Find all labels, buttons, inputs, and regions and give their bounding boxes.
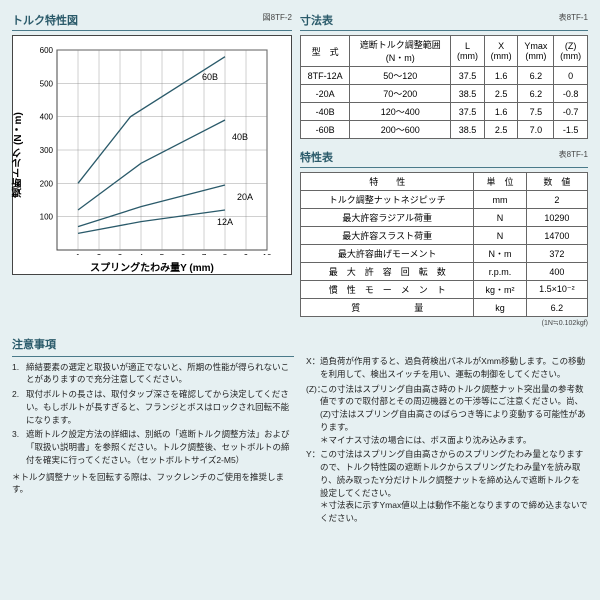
table-header: 特 性	[301, 173, 474, 191]
table-row: 最大許容ラジアル荷重N10290	[301, 209, 588, 227]
note-item: X：過負荷が作用すると、過負荷検出パネルがXmm移動します。この移動を利用して、…	[306, 355, 588, 381]
table-row: -60B200～60038.52.57.0-1.5	[301, 121, 588, 139]
spec-ref: 表8TF-1	[559, 149, 588, 165]
table-header: L(mm)	[451, 36, 485, 67]
table-row: -20A70～20038.52.56.2-0.8	[301, 85, 588, 103]
svg-text:7: 7	[202, 253, 207, 255]
table-row: 最 大 許 容 回 転 数r.p.m.400	[301, 263, 588, 281]
table-row: 質 量kg6.2	[301, 299, 588, 317]
table-row: 最大許容曲げモーメントN・m372	[301, 245, 588, 263]
spec-section: 特性表 表8TF-1 特 性単 位数 値トルク調整ナットネジピッチmm2最大許容…	[300, 149, 588, 327]
table-header: X(mm)	[484, 36, 518, 67]
table-header: (Z)(mm)	[554, 36, 588, 67]
y-axis-label: 遮断トルク (N・m)	[11, 112, 26, 198]
torque-chart: 遮断トルク (N・m) 1 2 3 4 5 6 7 8 9 10 100 200 300 400 500 60…	[12, 35, 292, 275]
chart-ref: 図8TF-2	[263, 12, 292, 28]
svg-text:10: 10	[263, 253, 272, 255]
notes-section: 注意事項 1.締結要素の選定と取扱いが適正でないと、所期の性能が得られないことが…	[12, 337, 588, 527]
chart-header: トルク特性図 図8TF-2	[12, 12, 292, 31]
note-item: (Z)：この寸法はスプリング自由高さ時のトルク調整ナット突出量の参考数値ですので…	[306, 383, 588, 447]
spec-table: 特 性単 位数 値トルク調整ナットネジピッチmm2最大許容ラジアル荷重N1029…	[300, 172, 588, 317]
svg-text:3: 3	[118, 253, 123, 255]
spec-footnote: (1N≒0.102kgf)	[300, 319, 588, 327]
dim-ref: 表8TF-1	[559, 12, 588, 28]
chart-title: トルク特性図	[12, 12, 78, 28]
table-row: 8TF-12A50～12037.51.66.20	[301, 67, 588, 85]
svg-text:5: 5	[160, 253, 165, 255]
svg-text:500: 500	[40, 79, 54, 88]
chart-section: トルク特性図 図8TF-2 遮断トルク (N・m) 1 2 3 4 5 6 7 8 9 10 100…	[12, 12, 292, 327]
svg-text:2: 2	[97, 253, 102, 255]
svg-text:200: 200	[40, 179, 54, 188]
svg-text:6: 6	[181, 253, 186, 255]
svg-text:8: 8	[223, 253, 228, 255]
svg-text:600: 600	[40, 46, 54, 55]
svg-text:4: 4	[139, 253, 144, 255]
table-header: 単 位	[474, 173, 526, 191]
note-item: Y：この寸法はスプリング自由高さからのスプリングたわみ量となりますので、トルク特…	[306, 448, 588, 525]
svg-text:9: 9	[244, 253, 249, 255]
table-header: 型 式	[301, 36, 350, 67]
table-row: トルク調整ナットネジピッチmm2	[301, 191, 588, 209]
spec-title: 特性表	[300, 149, 333, 165]
note-item: 3.遮断トルク設定方法の詳細は、別紙の「遮断トルク調整方法」および「取扱い説明書…	[12, 428, 294, 466]
table-row: 慣 性 モ ー メ ン トkg・m²1.5×10⁻²	[301, 281, 588, 299]
svg-text:300: 300	[40, 146, 54, 155]
dimension-table: 型 式遮断トルク調整範囲(N・m)L(mm)X(mm)Ymax(mm)(Z)(m…	[300, 35, 588, 139]
chart-svg: 1 2 3 4 5 6 7 8 9 10 100 200 300 400 500 600 60B 40B 20A 12…	[17, 40, 277, 255]
dim-title: 寸法表	[300, 12, 333, 28]
x-axis-label: スプリングたわみ量Y (mm)	[17, 259, 287, 274]
svg-text:40B: 40B	[232, 132, 248, 142]
svg-text:100: 100	[40, 213, 54, 222]
table-header: 遮断トルク調整範囲(N・m)	[350, 36, 451, 67]
dim-section: 寸法表 表8TF-1 型 式遮断トルク調整範囲(N・m)L(mm)X(mm)Ym…	[300, 12, 588, 139]
svg-text:20A: 20A	[237, 192, 253, 202]
svg-text:60B: 60B	[202, 72, 218, 82]
table-header: Ymax(mm)	[518, 36, 554, 67]
note-item: 2.取付ボルトの長さは、取付タップ深さを確認してから決定してください。もしボルト…	[12, 388, 294, 426]
svg-text:400: 400	[40, 113, 54, 122]
svg-text:1: 1	[76, 253, 81, 255]
notes-title: 注意事項	[12, 337, 294, 357]
note-item: 1.締結要素の選定と取扱いが適正でないと、所期の性能が得られないことがありますの…	[12, 361, 294, 387]
table-row: 最大許容スラスト荷重N14700	[301, 227, 588, 245]
table-header: 数 値	[526, 173, 587, 191]
svg-text:12A: 12A	[217, 217, 233, 227]
notes-left-extra: ＊トルク調整ナットを回転する際は、フックレンチのご使用を推奨します。	[12, 471, 294, 497]
table-row: -40B120～40037.51.67.5-0.7	[301, 103, 588, 121]
